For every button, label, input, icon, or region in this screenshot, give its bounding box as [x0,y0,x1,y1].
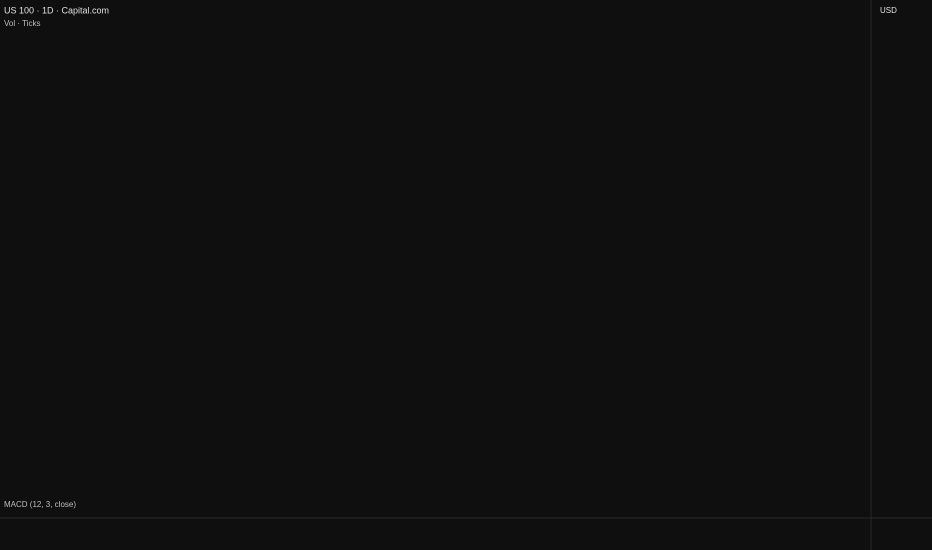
indicator-label: MACD (12, 3, close) [4,500,76,509]
chart-title: US 100 · 1D · Capital.com [4,5,109,15]
currency-label: USD [880,6,897,15]
chart-subtitle: Vol · Ticks [4,19,40,28]
